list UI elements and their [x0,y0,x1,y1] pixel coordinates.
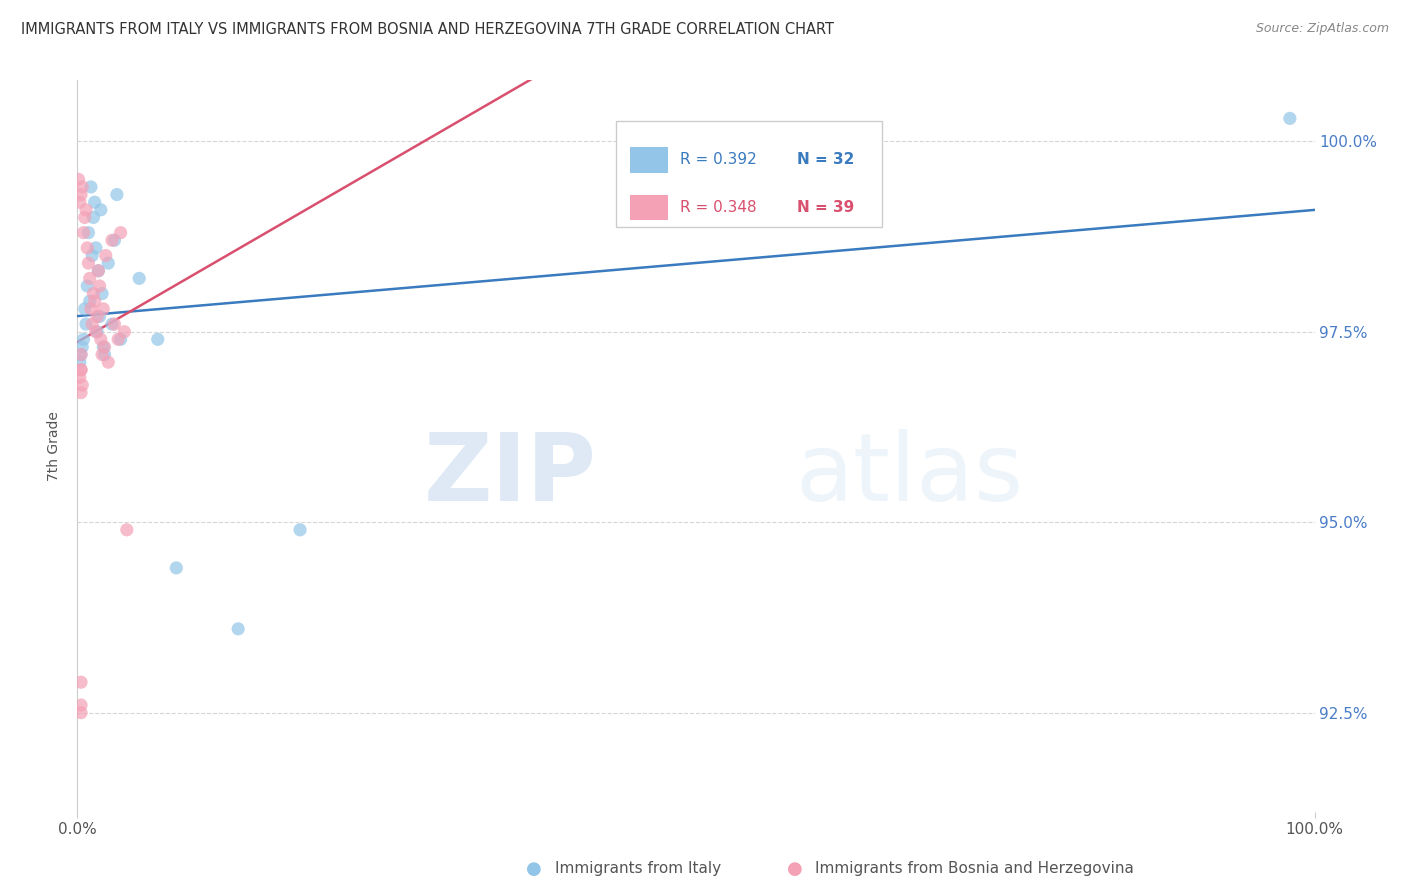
Point [86,310,108,324]
Point [69,370,91,384]
Text: IMMIGRANTS FROM ITALY VS IMMIGRANTS FROM BOSNIA AND HERZEGOVINA 7TH GRADE CORREL: IMMIGRANTS FROM ITALY VS IMMIGRANTS FROM… [21,22,834,37]
Point [79,294,101,309]
Point [70,363,93,377]
Point [70,698,93,712]
Point [82,286,104,301]
Point [89,310,111,324]
Point [89,279,111,293]
Point [112,325,135,339]
Point [115,523,138,537]
Point [93,347,115,361]
Point [70,187,93,202]
Point [87,264,110,278]
Point [105,187,128,202]
Point [93,340,115,354]
Point [73,211,96,225]
Text: Immigrants from Bosnia and Herzegovina: Immigrants from Bosnia and Herzegovina [815,862,1135,876]
Point [69,195,91,210]
Point [67,172,90,186]
Point [73,301,96,316]
Point [76,241,98,255]
Text: ●: ● [786,860,803,878]
Text: R = 0.392: R = 0.392 [681,153,756,168]
Point [86,325,108,339]
Point [82,317,104,331]
Point [82,211,104,225]
Point [72,180,94,194]
FancyBboxPatch shape [630,147,668,172]
Point [77,226,100,240]
Point [288,523,311,537]
Point [94,248,117,262]
Text: ZIP: ZIP [425,429,598,521]
Point [83,195,105,210]
Point [70,675,93,690]
Point [69,355,91,369]
Point [90,332,112,346]
Point [128,271,150,285]
Point [80,301,103,316]
Point [72,378,94,392]
Point [91,301,114,316]
Point [1278,112,1301,126]
Point [70,363,93,377]
FancyBboxPatch shape [616,120,882,227]
Point [70,347,93,361]
Point [77,256,100,270]
Point [103,233,125,247]
Point [91,347,114,361]
Point [90,202,112,217]
Point [84,325,107,339]
Point [226,622,249,636]
Point [70,385,93,400]
Point [83,294,105,309]
Point [91,286,114,301]
Text: Immigrants from Italy: Immigrants from Italy [555,862,721,876]
Point [103,317,125,331]
Text: N = 39: N = 39 [797,200,855,215]
Point [76,279,98,293]
Point [72,340,94,354]
Point [80,180,103,194]
Point [110,226,132,240]
Point [79,271,101,285]
Point [87,264,110,278]
Point [107,332,129,346]
Point [91,340,114,354]
Point [72,226,94,240]
Text: N = 32: N = 32 [797,153,855,168]
Point [75,202,97,217]
Point [97,256,120,270]
Text: Source: ZipAtlas.com: Source: ZipAtlas.com [1256,22,1389,36]
Point [75,317,97,331]
Point [70,706,93,720]
FancyBboxPatch shape [630,194,668,220]
Text: atlas: atlas [794,429,1024,521]
Point [110,332,132,346]
Point [146,332,169,346]
Point [82,248,104,262]
Point [165,561,187,575]
Point [70,347,93,361]
Point [84,241,107,255]
Point [101,317,124,331]
Point [101,233,124,247]
Y-axis label: 7th Grade: 7th Grade [48,411,62,481]
Point [97,355,120,369]
Point [72,332,94,346]
Text: ●: ● [526,860,543,878]
Text: R = 0.348: R = 0.348 [681,200,756,215]
